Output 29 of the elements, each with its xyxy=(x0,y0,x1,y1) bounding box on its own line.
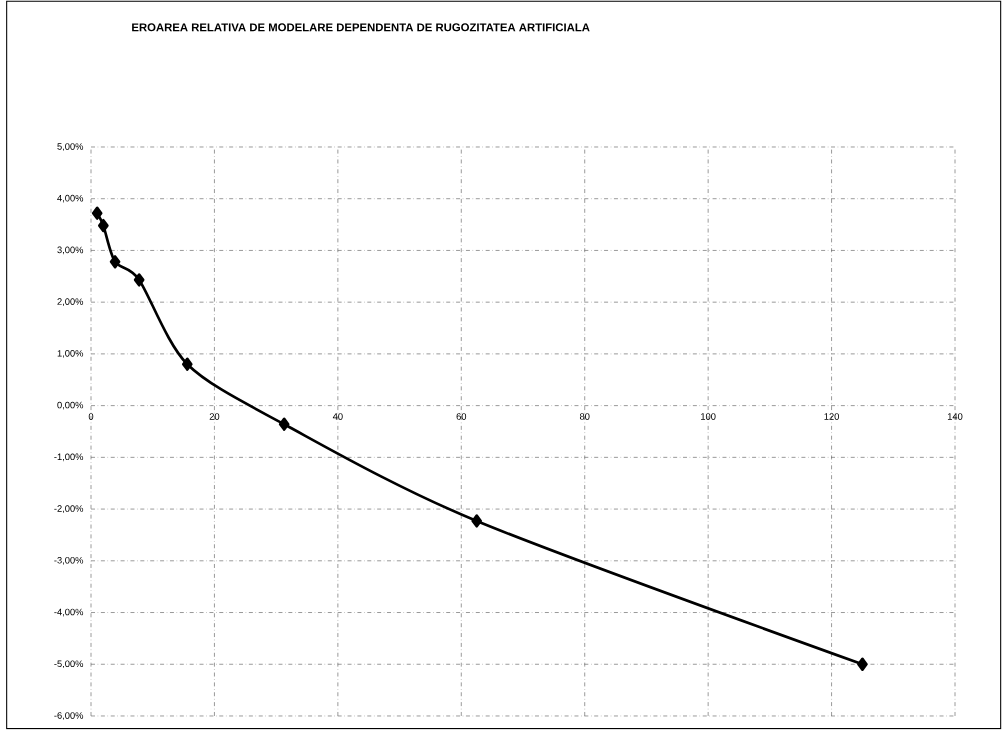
y-tick-label: -2,00% xyxy=(54,505,84,513)
y-tick-label: 5,00% xyxy=(57,143,84,151)
y-tick-label: 1,00% xyxy=(57,350,84,358)
y-tick-label: 4,00% xyxy=(57,194,84,203)
point xyxy=(98,218,109,233)
x-tick-label: 40 xyxy=(332,413,343,420)
chart-title: EROAREA RELATIVA DE MODELARE DEPENDENTA DE RUGOZITATEA ARTIFICIALA xyxy=(132,23,590,32)
x-tick-label: 20 xyxy=(209,413,220,420)
y-tick-label: -6,00% xyxy=(54,712,84,720)
x-tick-label: 100 xyxy=(701,413,716,420)
y-tick-label: 0,00% xyxy=(57,401,84,410)
point xyxy=(857,657,868,671)
y-tick-label: 2,00% xyxy=(57,298,84,307)
y-tick-label: -3,00% xyxy=(54,556,84,565)
x-tick-label: 60 xyxy=(456,413,467,420)
point xyxy=(181,357,193,371)
y-tick-label: 3,00% xyxy=(57,246,84,255)
x-tick-label: 80 xyxy=(579,413,590,420)
x-tick-label: 140 xyxy=(947,413,963,420)
point xyxy=(471,514,483,528)
y-tick-label: -4,00% xyxy=(54,608,84,617)
point xyxy=(278,417,290,431)
point xyxy=(133,273,145,287)
y-tick-label: -5,00% xyxy=(54,660,84,669)
point xyxy=(91,206,103,220)
y-tick-label: -1,00% xyxy=(54,453,84,462)
x-tick-label: 0 xyxy=(88,413,94,420)
x-tick-label: 120 xyxy=(824,413,839,420)
point xyxy=(109,255,121,269)
